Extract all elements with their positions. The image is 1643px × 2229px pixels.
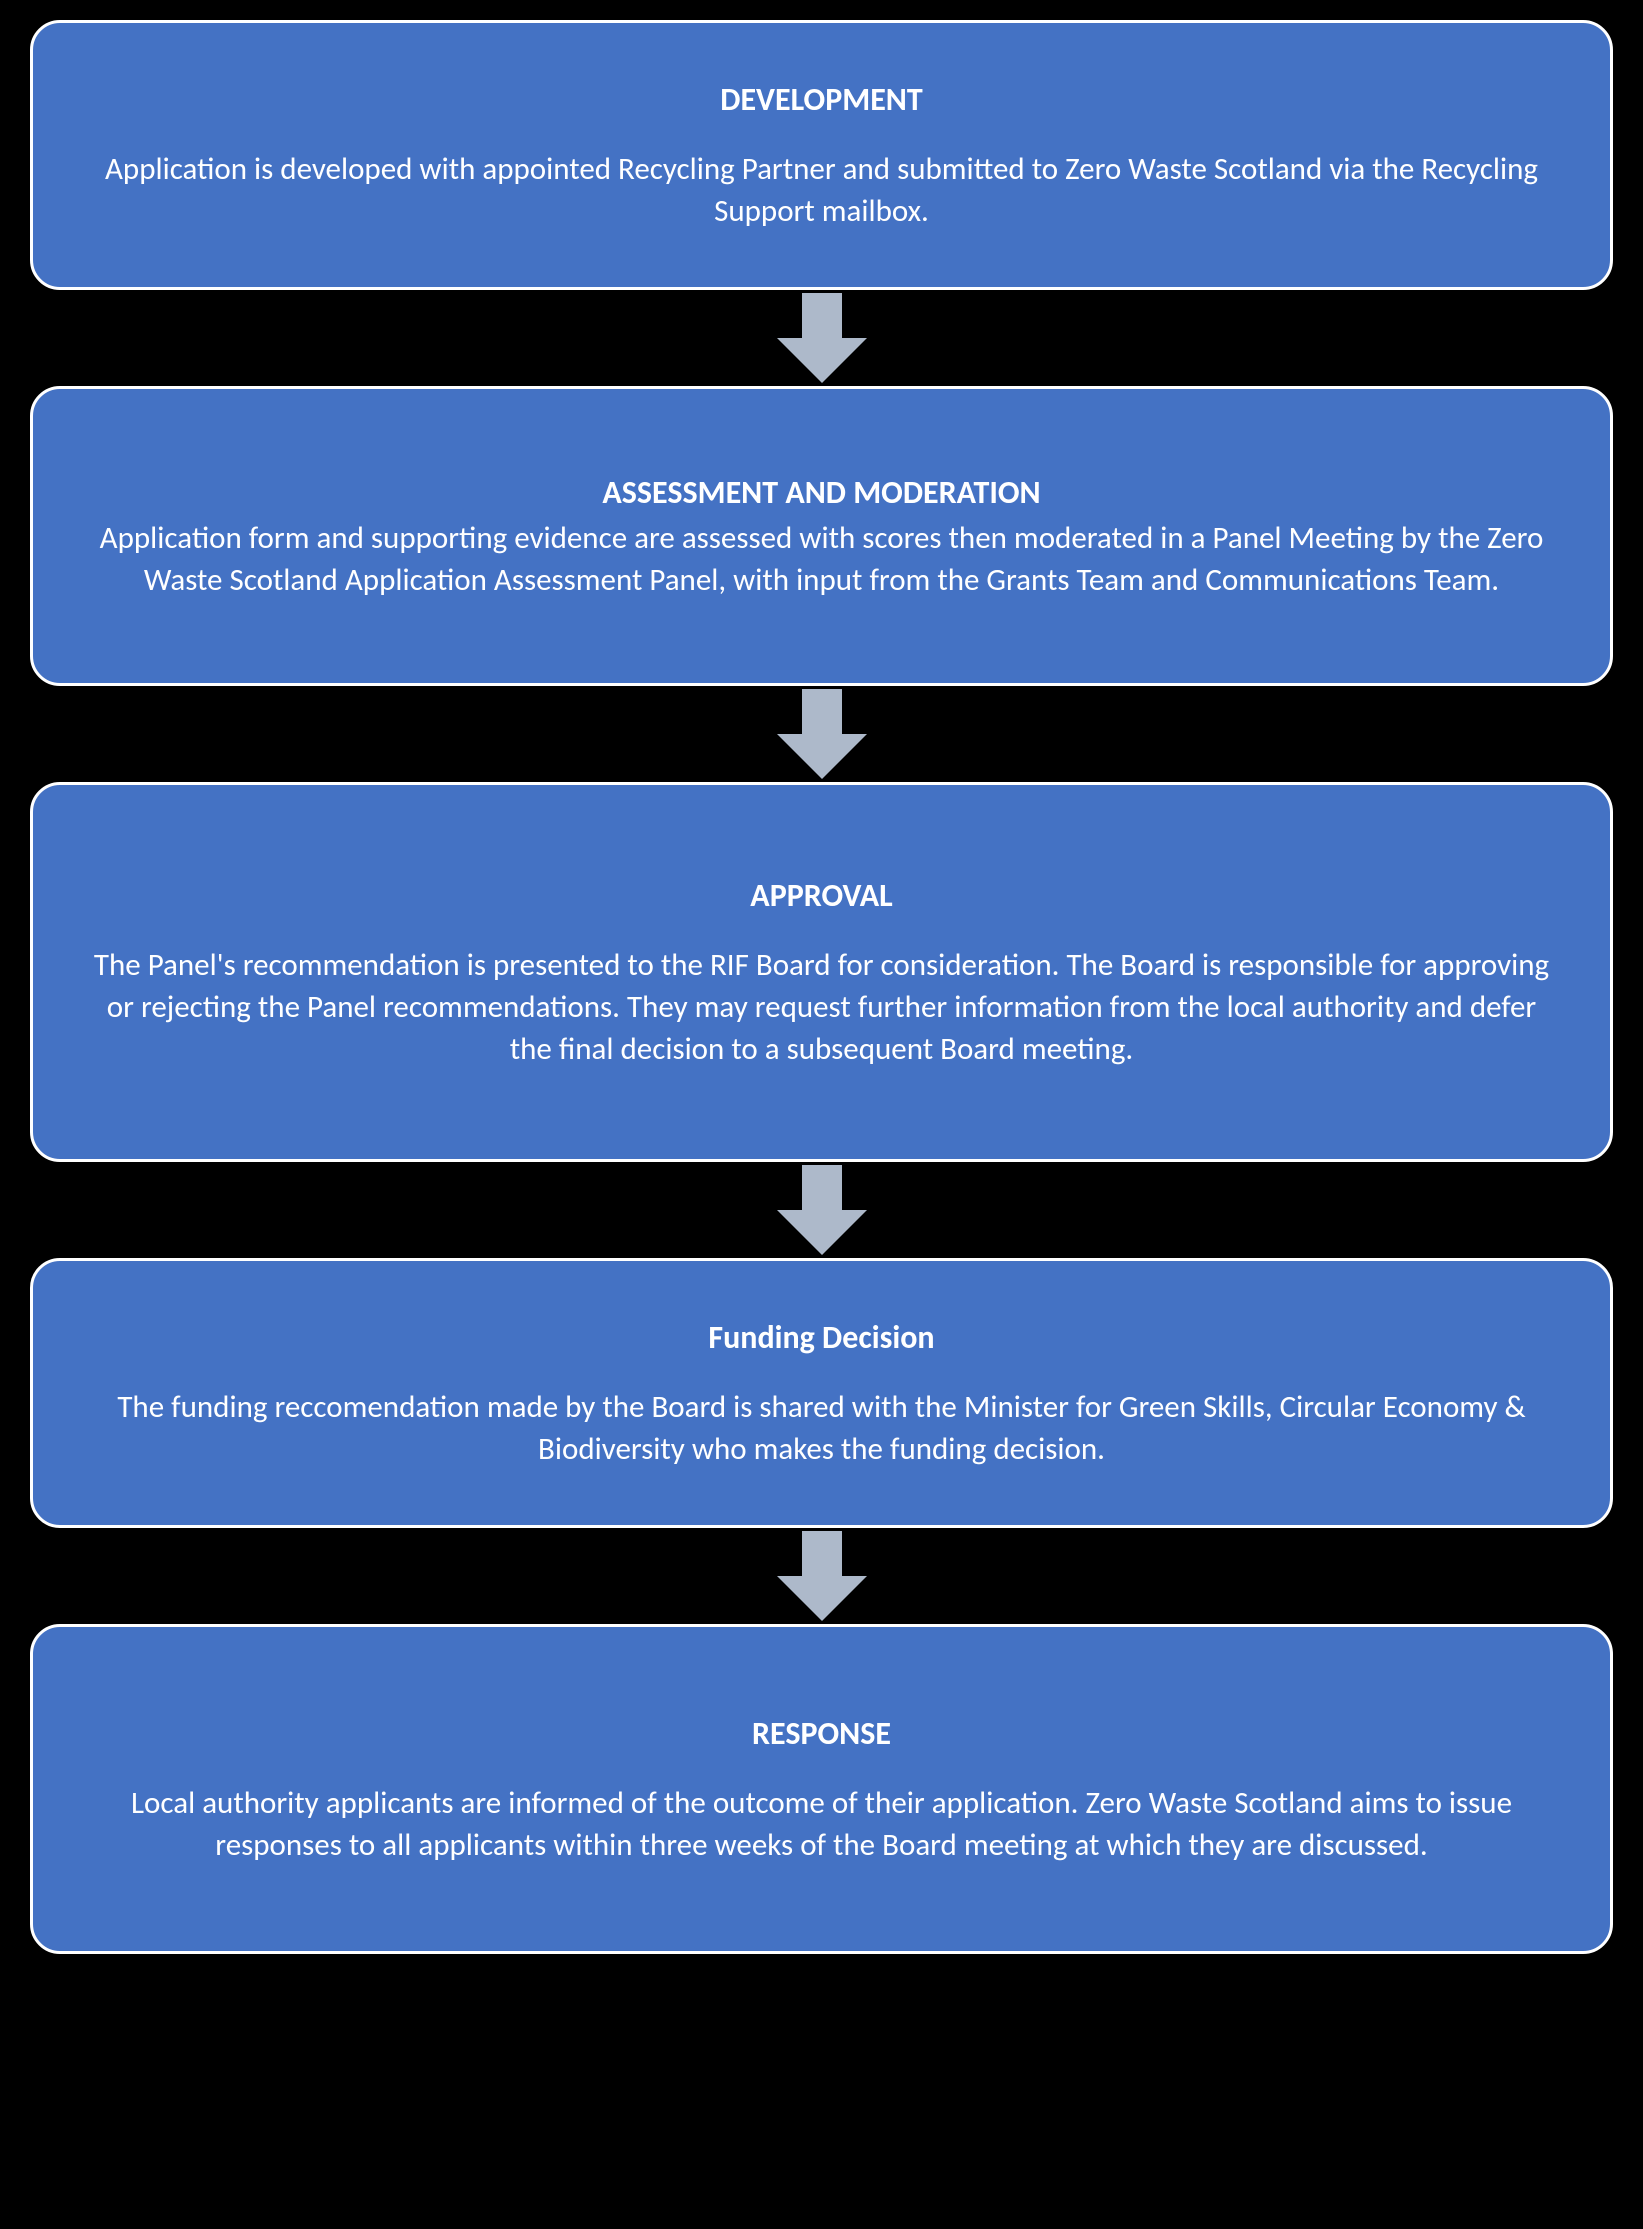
step-body: Application form and supporting evidence… — [93, 518, 1550, 602]
step-response: RESPONSE Local authority applicants are i… — [30, 1624, 1613, 1954]
down-arrow-icon — [772, 1526, 872, 1626]
step-title: ASSESSMENT AND MODERATION — [93, 471, 1550, 514]
step-title: DEVELOPMENT — [93, 78, 1550, 121]
step-funding: Funding Decision The funding reccomendati… — [30, 1258, 1613, 1528]
flowchart-container: DEVELOPMENT Application is developed with… — [0, 0, 1643, 1974]
step-approval: APPROVAL The Panel's recommendation is pr… — [30, 782, 1613, 1162]
down-arrow-icon — [772, 684, 872, 784]
step-body: Local authority applicants are informed … — [93, 1783, 1550, 1867]
step-development: DEVELOPMENT Application is developed with… — [30, 20, 1613, 290]
step-title: Funding Decision — [93, 1316, 1550, 1359]
step-assessment: ASSESSMENT AND MODERATIONApplication for… — [30, 386, 1613, 686]
step-body: The funding reccomendation made by the B… — [93, 1387, 1550, 1471]
step-body: The Panel's recommendation is presented … — [93, 945, 1550, 1071]
down-arrow-icon — [772, 1160, 872, 1260]
step-title: APPROVAL — [93, 874, 1550, 917]
step-body: Application is developed with appointed … — [93, 149, 1550, 233]
down-arrow-icon — [772, 288, 872, 388]
step-title: RESPONSE — [93, 1712, 1550, 1755]
